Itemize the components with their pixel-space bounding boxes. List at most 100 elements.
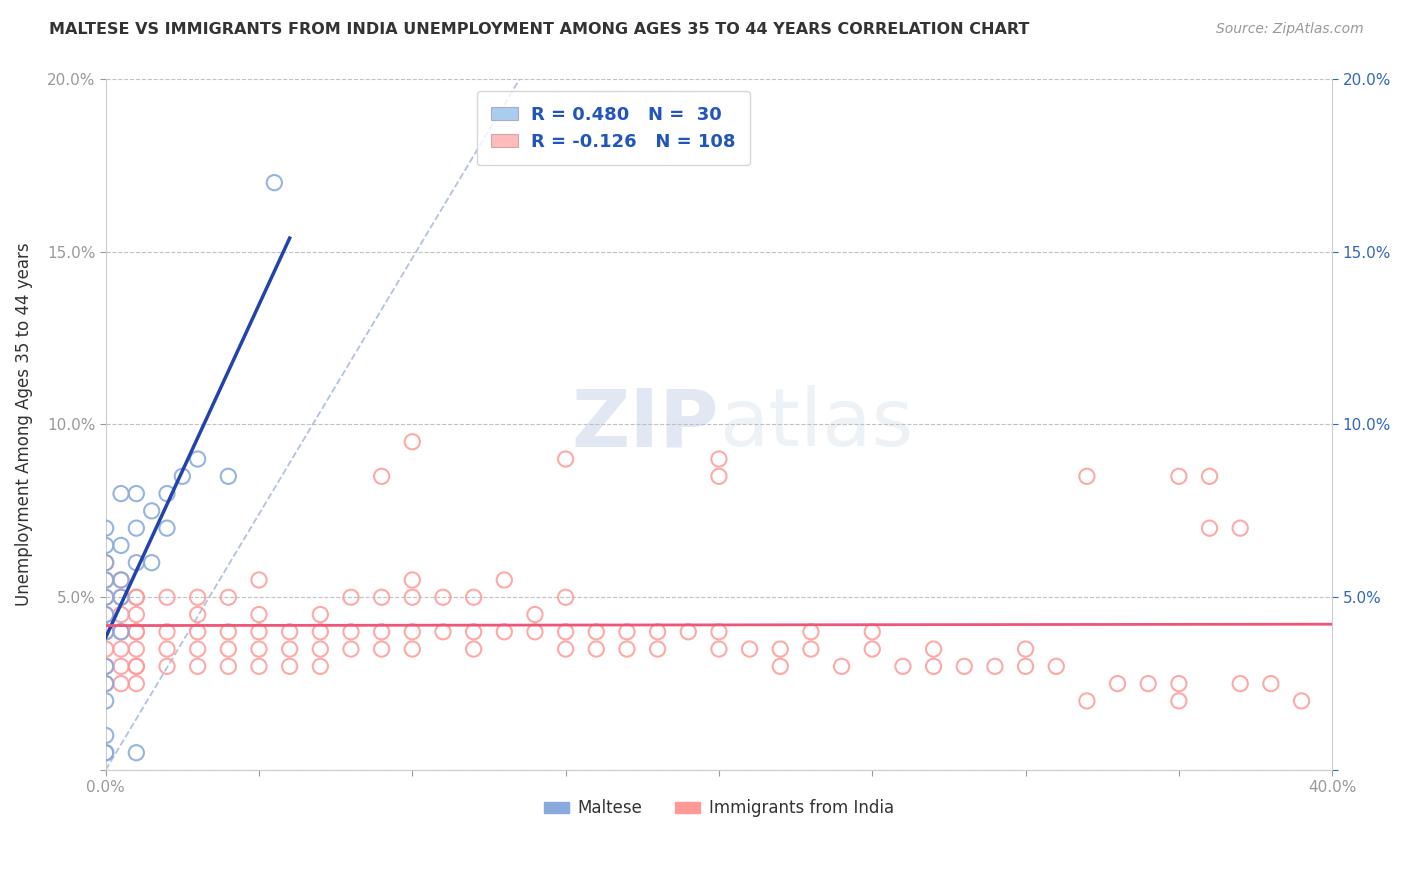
Text: Source: ZipAtlas.com: Source: ZipAtlas.com <box>1216 22 1364 37</box>
Point <box>110 642 132 657</box>
Point <box>401 624 423 639</box>
Point <box>1198 521 1220 535</box>
Point <box>172 469 194 483</box>
Point <box>187 659 209 673</box>
Point <box>738 642 761 657</box>
Point <box>110 659 132 673</box>
Point <box>370 591 392 605</box>
Point <box>110 573 132 587</box>
Point <box>110 624 132 639</box>
Point <box>94 591 117 605</box>
Point <box>156 591 179 605</box>
Text: MALTESE VS IMMIGRANTS FROM INDIA UNEMPLOYMENT AMONG AGES 35 TO 44 YEARS CORRELAT: MALTESE VS IMMIGRANTS FROM INDIA UNEMPLO… <box>49 22 1029 37</box>
Point <box>984 659 1007 673</box>
Point <box>769 642 792 657</box>
Point <box>156 659 179 673</box>
Point <box>247 607 270 622</box>
Point <box>94 659 117 673</box>
Point <box>94 624 117 639</box>
Point <box>110 538 132 552</box>
Point <box>1076 694 1098 708</box>
Legend: Maltese, Immigrants from India: Maltese, Immigrants from India <box>537 792 901 824</box>
Point <box>616 624 638 639</box>
Point <box>922 642 945 657</box>
Point <box>463 624 485 639</box>
Point <box>707 642 730 657</box>
Point <box>1014 659 1036 673</box>
Point <box>922 659 945 673</box>
Point <box>1137 676 1160 690</box>
Point <box>125 486 148 500</box>
Point <box>1229 676 1251 690</box>
Point <box>94 607 117 622</box>
Point <box>340 642 363 657</box>
Point <box>370 469 392 483</box>
Point <box>1045 659 1067 673</box>
Point <box>94 607 117 622</box>
Point <box>1107 676 1129 690</box>
Point <box>678 624 700 639</box>
Point <box>187 607 209 622</box>
Point <box>432 624 454 639</box>
Point <box>1167 694 1189 708</box>
Point <box>554 591 576 605</box>
Point <box>125 521 148 535</box>
Point <box>187 642 209 657</box>
Text: ZIP: ZIP <box>572 385 718 464</box>
Point <box>94 538 117 552</box>
Point <box>800 642 823 657</box>
Point <box>110 624 132 639</box>
Point <box>831 659 853 673</box>
Point <box>1229 521 1251 535</box>
Point <box>401 642 423 657</box>
Point <box>585 624 607 639</box>
Point <box>94 642 117 657</box>
Point <box>125 676 148 690</box>
Point <box>340 591 363 605</box>
Point <box>156 642 179 657</box>
Point <box>278 624 301 639</box>
Point <box>494 624 516 639</box>
Point <box>247 642 270 657</box>
Point <box>278 659 301 673</box>
Point <box>110 591 132 605</box>
Point <box>1076 469 1098 483</box>
Point <box>217 642 239 657</box>
Point <box>554 452 576 467</box>
Point <box>1014 642 1036 657</box>
Point <box>1167 676 1189 690</box>
Point <box>187 624 209 639</box>
Point <box>94 624 117 639</box>
Point <box>94 591 117 605</box>
Point <box>156 486 179 500</box>
Point <box>432 591 454 605</box>
Point <box>110 607 132 622</box>
Point <box>247 659 270 673</box>
Point <box>647 642 669 657</box>
Point <box>616 642 638 657</box>
Y-axis label: Unemployment Among Ages 35 to 44 years: Unemployment Among Ages 35 to 44 years <box>15 243 32 607</box>
Point <box>707 469 730 483</box>
Point <box>125 591 148 605</box>
Point <box>94 746 117 760</box>
Point <box>1167 469 1189 483</box>
Point <box>1198 469 1220 483</box>
Point <box>94 573 117 587</box>
Point <box>707 624 730 639</box>
Point <box>156 624 179 639</box>
Point <box>401 573 423 587</box>
Point <box>217 591 239 605</box>
Point <box>247 573 270 587</box>
Point <box>554 624 576 639</box>
Point <box>125 659 148 673</box>
Point <box>463 642 485 657</box>
Point <box>94 746 117 760</box>
Point <box>523 607 546 622</box>
Point <box>125 624 148 639</box>
Point <box>125 642 148 657</box>
Point <box>125 556 148 570</box>
Point <box>707 452 730 467</box>
Point <box>110 573 132 587</box>
Point <box>94 694 117 708</box>
Point <box>125 746 148 760</box>
